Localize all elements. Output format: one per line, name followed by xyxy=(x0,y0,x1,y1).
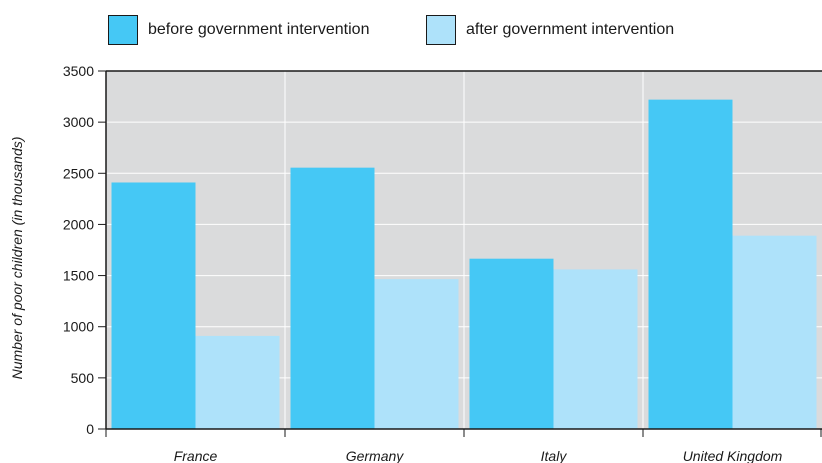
legend-swatch-before xyxy=(108,15,138,45)
y-tick-label: 500 xyxy=(71,370,95,386)
x-tick-label: France xyxy=(174,448,218,463)
y-tick-label: 3500 xyxy=(63,63,94,79)
x-tick-label: Italy xyxy=(541,448,568,463)
legend-label-after: after government intervention xyxy=(466,21,675,38)
y-tick-labels: 0 500 1000 1500 2000 2500 3000 3500 xyxy=(63,63,94,437)
y-axis-label: Number of poor children (in thousands) xyxy=(9,137,25,380)
bar-italy-before xyxy=(469,258,554,429)
x-tick-label: Germany xyxy=(346,448,405,463)
legend-swatch-after xyxy=(426,15,456,45)
legend-label-before: before government intervention xyxy=(148,21,370,38)
bar-germany-before xyxy=(290,167,375,429)
bar-italy-after xyxy=(553,269,638,429)
bars xyxy=(111,99,817,429)
legend-item-before: before government intervention xyxy=(108,14,369,46)
x-tick-labels: France Germany Italy United Kingdom xyxy=(174,448,783,463)
y-tick-label: 2500 xyxy=(63,165,94,181)
y-tick-label: 3000 xyxy=(63,114,94,130)
bar-united-kingdom-before xyxy=(648,99,733,429)
y-tick-label: 2000 xyxy=(63,216,94,232)
y-tick-label: 1000 xyxy=(63,319,94,335)
x-tick-label: United Kingdom xyxy=(683,448,783,463)
y-tick-label: 0 xyxy=(86,421,94,437)
legend-item-after: after government intervention xyxy=(426,14,674,46)
legend: before government intervention after gov… xyxy=(0,0,822,60)
bar-germany-after xyxy=(374,279,459,429)
y-tick-label: 1500 xyxy=(63,268,94,284)
bar-france-after xyxy=(195,335,280,429)
axes xyxy=(98,70,822,437)
bar-france-before xyxy=(111,182,196,429)
bar-united-kingdom-after xyxy=(732,235,817,429)
